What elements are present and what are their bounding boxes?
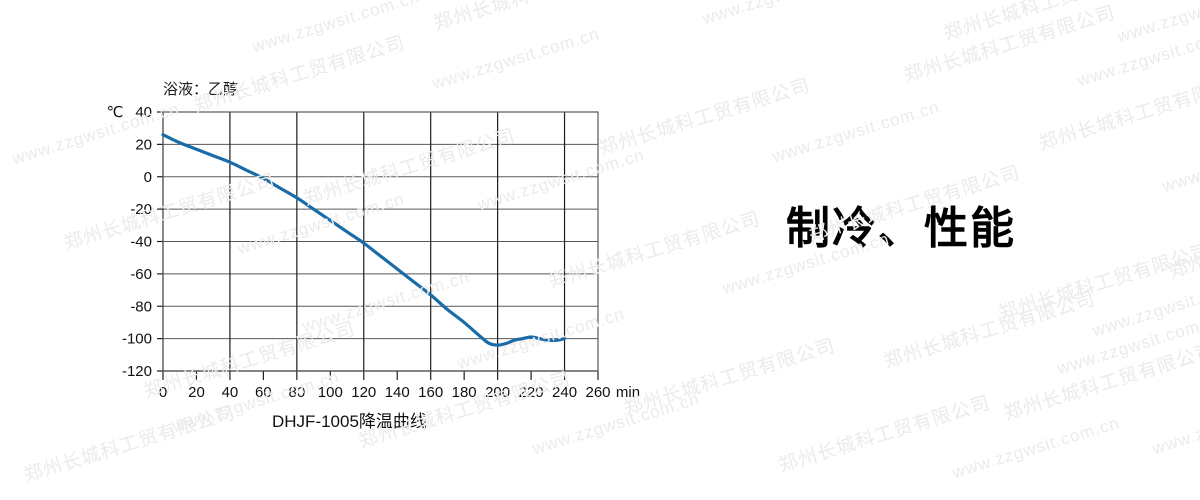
watermark-url-text: www.zzgwsit.com.cn <box>950 413 1122 483</box>
watermark-company-text: 郑州长城科工贸有限公司 <box>941 0 1159 45</box>
watermark-company-text: 郑州长城科工贸有限公司 <box>1001 340 1200 425</box>
plot-border <box>162 111 599 372</box>
x-axis-unit-label: min <box>616 384 640 401</box>
watermark-url-text: www.zzgwsit.com.cn <box>700 0 872 29</box>
watermark-url-text: www.zzgwsit.com.cn <box>1115 0 1200 47</box>
watermark-company-text: 郑州长城科工贸有限公司 <box>776 392 994 477</box>
y-tick-label: 40 <box>135 104 152 121</box>
watermark-company-text: 郑州长城科工贸有限公司 <box>901 2 1119 87</box>
cooling-curve-chart: 0 20 40 60 80 100 120 140 160 180 200 220 240 260 40 2… <box>107 81 641 431</box>
chart-data-curve <box>161 133 567 347</box>
watermark-url-text: www.zzgwsit.com.cn <box>1075 21 1200 91</box>
x-tick-label: 240 <box>552 384 577 401</box>
x-tick-label: 80 <box>289 384 306 401</box>
watermark-url-text: www.zzgwsit.com.cn <box>1090 271 1200 341</box>
y-axis-unit-label: ℃ <box>107 104 124 121</box>
x-tick-label: 180 <box>452 384 477 401</box>
y-tick-label: 20 <box>135 136 152 153</box>
watermark-url-text: www.zzgwsit.com.cn <box>1160 127 1200 197</box>
axis-unit-labels: ℃ min <box>107 104 641 401</box>
y-tick-label: -20 <box>130 201 152 218</box>
chart-gridlines <box>162 111 598 372</box>
x-tick-label: 20 <box>188 384 205 401</box>
y-tick-label: -60 <box>130 266 152 283</box>
watermark-url-text: www.zzgwsit.com.cn <box>1055 309 1200 379</box>
watermark-company-text: 郑州长城科工贸有限公司 <box>1166 198 1200 283</box>
x-tick-label: 60 <box>255 384 272 401</box>
y-tick-label: -80 <box>130 298 152 315</box>
x-tick-label: 140 <box>385 384 410 401</box>
x-tick-label: 40 <box>222 384 239 401</box>
series-line <box>161 133 567 347</box>
watermark-company-text: 郑州长城科工贸有限公司 <box>996 240 1200 325</box>
x-tick-label: 160 <box>418 384 443 401</box>
watermark-company-text: 郑州长城科工贸有限公司 <box>1036 70 1200 155</box>
y-tick-label: -120 <box>122 363 152 380</box>
x-tick-label: 200 <box>485 384 510 401</box>
y-tick-label: -40 <box>130 234 152 251</box>
x-tick-label: 120 <box>351 384 376 401</box>
chart-tick-marks <box>157 111 599 380</box>
chart-plot-frame <box>162 111 599 372</box>
watermark-url-text: www.zzgwsit.com.cn <box>770 97 942 167</box>
watermark-url-text: www.zzgwsit.com.cn <box>1150 389 1200 459</box>
section-headline: 制冷、性能 <box>786 204 1016 253</box>
y-tick-label: 0 <box>144 169 152 186</box>
watermark-company-text: 郑州长城科工贸有限公司 <box>881 288 1099 373</box>
y-tick-label: -100 <box>122 331 152 348</box>
chart-svg: 0 20 40 60 80 100 120 140 160 180 200 220 240 260 402… <box>107 104 641 401</box>
bath-liquid-annotation: 浴液：乙醇 <box>163 81 239 98</box>
y-axis-tick-labels: 40 20 0 -20 -40 -60 -80 -100 -120 <box>122 104 152 380</box>
chart-title-caption: DHJF-1005降温曲线 <box>272 412 427 431</box>
x-axis-tick-labels: 0 20 40 60 80 100 120 140 160 180 200 220 240 260 <box>159 384 611 401</box>
x-tick-label: 0 <box>159 384 167 401</box>
x-tick-label: 260 <box>585 384 610 401</box>
x-tick-label: 100 <box>318 384 343 401</box>
x-tick-label: 220 <box>519 384 544 401</box>
